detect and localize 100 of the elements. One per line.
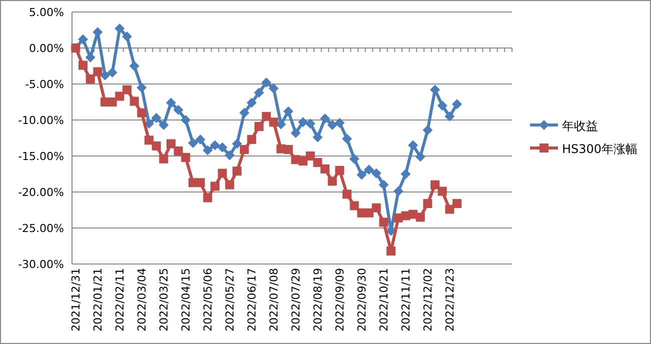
point [78, 34, 88, 44]
point [445, 204, 454, 214]
point [202, 145, 213, 156]
x-tick-label: 2022/12/23 [444, 268, 457, 332]
point [415, 152, 426, 162]
point [372, 203, 381, 212]
point [386, 246, 396, 256]
point [239, 108, 250, 118]
point [86, 74, 95, 84]
x-tick-label: 2022/08/19 [312, 268, 325, 332]
point [217, 142, 228, 152]
y-tick-label: -30.00% [18, 258, 64, 271]
point [290, 128, 301, 138]
point [320, 114, 330, 124]
y-tick-label: -25.00% [18, 222, 64, 235]
x-tick-label: 2022/09/09 [334, 268, 347, 332]
point [85, 52, 96, 62]
point [225, 180, 234, 190]
point [356, 170, 367, 180]
point [195, 134, 206, 144]
point [335, 166, 344, 175]
point [136, 82, 147, 93]
point [268, 83, 279, 94]
point [364, 208, 374, 218]
point [122, 31, 132, 42]
x-tick-label: 2021/12/31 [70, 268, 83, 332]
point [349, 154, 360, 164]
point [232, 166, 242, 176]
y-tick-label: 5.00% [29, 6, 64, 19]
point [422, 125, 433, 136]
point [328, 176, 337, 186]
point [438, 186, 447, 196]
point [144, 136, 154, 145]
point [298, 156, 308, 166]
x-tick-label: 2022/01/21 [92, 268, 105, 332]
point [350, 201, 359, 210]
point [416, 212, 425, 222]
point [151, 112, 162, 123]
point [152, 141, 161, 150]
point [254, 88, 264, 98]
point [342, 134, 352, 144]
point [181, 152, 190, 162]
point [174, 146, 183, 156]
point [137, 108, 146, 118]
point [452, 199, 462, 208]
point [334, 118, 345, 128]
point [93, 67, 102, 76]
point [173, 104, 184, 115]
legend-label: HS300年涨幅 [562, 142, 638, 156]
point [232, 138, 242, 149]
point [129, 61, 140, 71]
point [393, 186, 404, 196]
x-tick-label: 2022/03/25 [158, 268, 171, 332]
point [159, 154, 168, 164]
x-tick-label: 2022/03/04 [136, 268, 149, 332]
point [342, 190, 352, 199]
point [379, 218, 388, 227]
point [188, 138, 198, 148]
x-tick-label: 2022/05/06 [202, 268, 215, 332]
point [100, 70, 110, 80]
point [320, 164, 330, 174]
point [166, 98, 176, 108]
point [240, 145, 249, 154]
x-tick-label: 2022/04/15 [180, 268, 193, 332]
y-tick-label: -20.00% [18, 186, 64, 199]
point [269, 118, 278, 127]
x-tick-label: 2022/07/29 [290, 268, 303, 332]
point [78, 60, 88, 70]
point [437, 100, 448, 111]
x-tick-label: 2022/09/30 [356, 268, 369, 332]
point [306, 152, 315, 160]
x-tick-label: 2022/06/17 [246, 268, 259, 332]
point [224, 150, 235, 160]
point [364, 164, 374, 175]
point [254, 122, 264, 131]
point [430, 180, 440, 190]
point [114, 24, 125, 34]
point [305, 118, 316, 129]
point [122, 85, 132, 94]
point [115, 92, 124, 101]
point [210, 140, 220, 150]
point [107, 67, 118, 78]
x-tick-label: 2022/02/11 [114, 268, 127, 332]
x-tick-label: 2022/12/02 [422, 268, 435, 332]
x-tick-label: 2022/10/21 [378, 268, 391, 332]
point [262, 112, 271, 121]
point [452, 99, 462, 110]
point [180, 115, 191, 125]
point [444, 111, 455, 122]
point [371, 168, 382, 178]
point [196, 178, 205, 188]
point [283, 106, 294, 116]
point [166, 139, 176, 148]
point [203, 193, 212, 202]
point [313, 158, 322, 167]
point [408, 140, 418, 150]
point [261, 78, 272, 88]
y-tick-label: -5.00% [25, 78, 64, 91]
point [423, 199, 432, 208]
point [158, 120, 169, 130]
